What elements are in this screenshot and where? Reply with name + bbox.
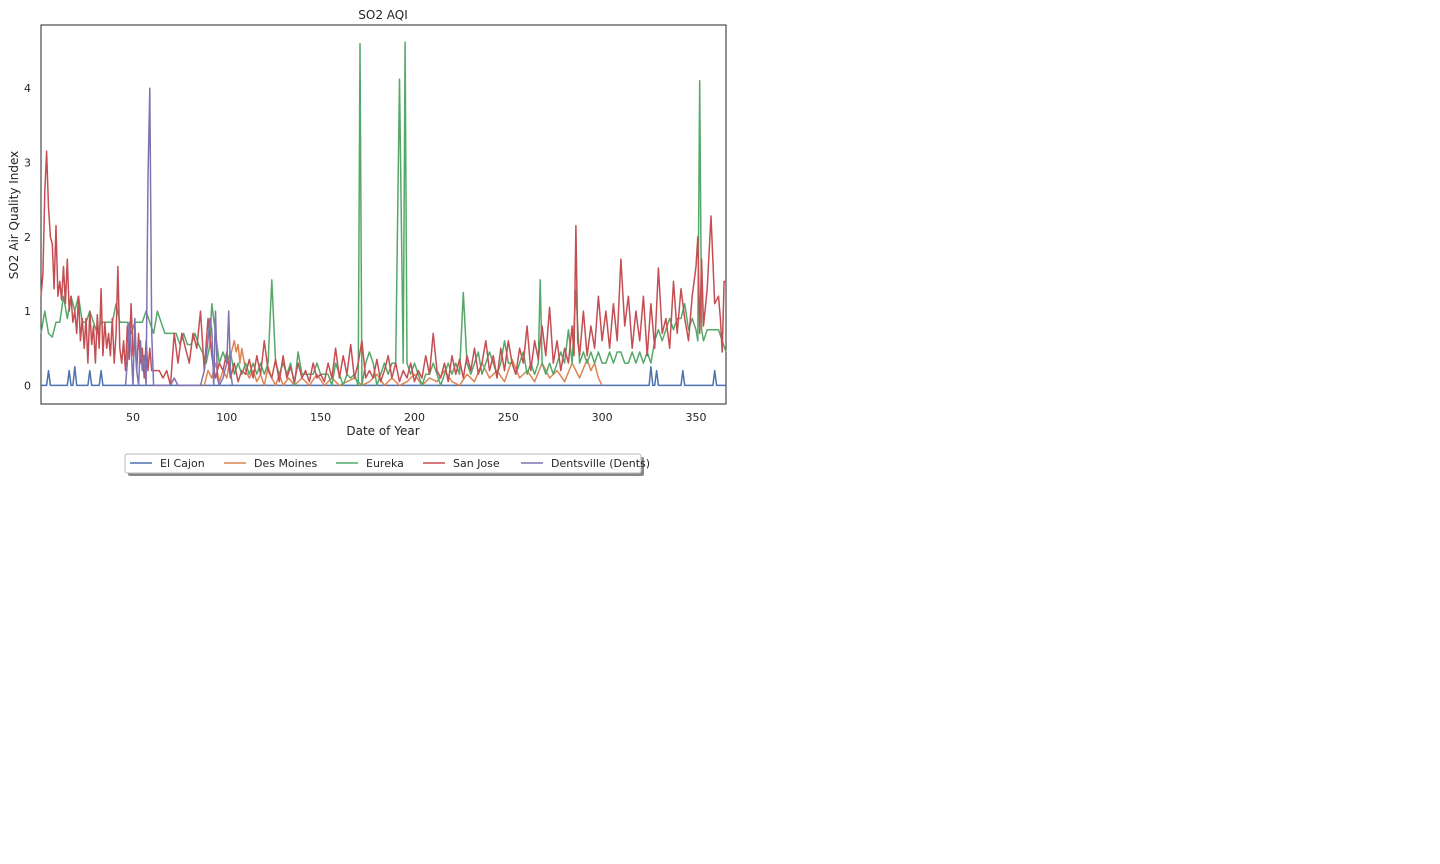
y-axis-label: SO2 Air Quality Index	[7, 151, 21, 280]
legend-label: Dentsville (Dents)	[551, 457, 650, 470]
y-tick-label: 2	[24, 231, 31, 244]
legend-item-des-moines: Des Moines	[224, 457, 317, 470]
legend-item-el-cajon: El Cajon	[130, 457, 205, 470]
chart-title: SO2 AQI	[358, 8, 408, 22]
legend-item-san-jose: San Jose	[423, 457, 500, 470]
x-tick-label: 150	[310, 411, 331, 424]
x-ticks: 50 100 150 200 250 300 350	[126, 411, 707, 424]
y-ticks: 0 1 2 3 4	[24, 82, 31, 392]
y-tick-label: 1	[24, 305, 31, 318]
x-tick-label: 300	[592, 411, 613, 424]
series-line-el-cajon	[41, 366, 726, 387]
x-axis-label: Date of Year	[346, 424, 419, 438]
y-tick-label: 0	[24, 379, 31, 392]
legend-label: San Jose	[453, 457, 500, 470]
x-tick-label: 250	[498, 411, 519, 424]
series-line-san-jose	[40, 150, 726, 387]
series-layer	[40, 41, 727, 387]
series-line-dentsville-dents	[124, 87, 234, 387]
series-line-eureka	[40, 41, 727, 387]
y-tick-label: 4	[24, 82, 31, 95]
y-tick-label: 3	[24, 156, 31, 169]
x-tick-label: 50	[126, 411, 140, 424]
legend: El Cajon Des Moines Eureka San Jose Dentsvil…	[124, 453, 650, 476]
legend-label: El Cajon	[160, 457, 205, 470]
legend-item-eureka: Eureka	[336, 457, 404, 470]
x-tick-label: 350	[685, 411, 706, 424]
legend-items: El Cajon Des Moines Eureka San Jose Dentsvil…	[130, 457, 650, 470]
x-tick-label: 200	[404, 411, 425, 424]
legend-item-dentsville-dents: Dentsville (Dents)	[521, 457, 650, 470]
legend-label: Eureka	[366, 457, 404, 470]
legend-label: Des Moines	[254, 457, 317, 470]
legend-box	[124, 453, 642, 474]
x-tick-label: 100	[216, 411, 237, 424]
plot-frame	[40, 24, 727, 405]
